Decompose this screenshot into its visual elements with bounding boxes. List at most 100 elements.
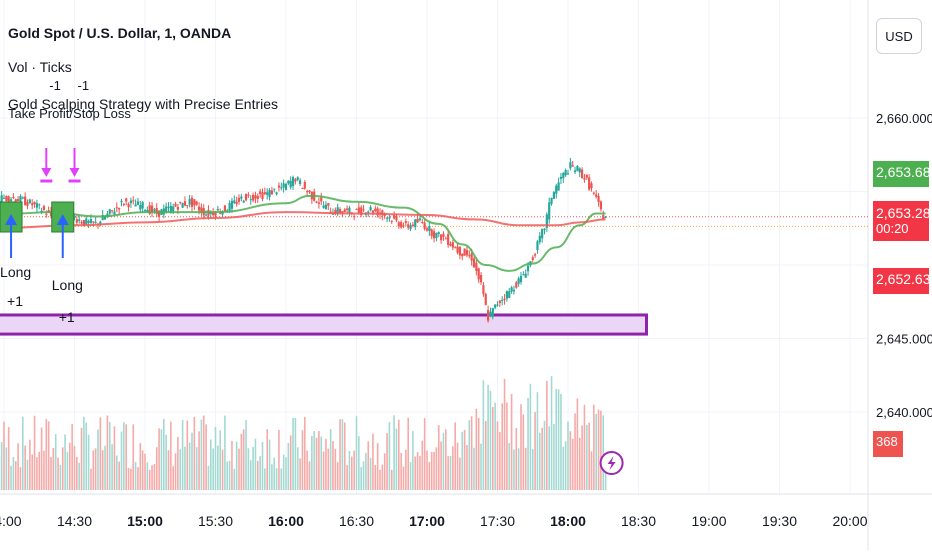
candle-body: [339, 209, 341, 213]
candle-body: [597, 196, 599, 202]
candle-body: [452, 242, 454, 248]
volume-bar: [311, 436, 313, 490]
candle-body: [125, 198, 127, 201]
volume-bar: [147, 462, 149, 490]
candle-body: [588, 177, 590, 189]
volume-bar: [196, 447, 198, 490]
volume-bar: [64, 434, 66, 490]
volume-bar: [76, 457, 78, 490]
candle-body: [480, 275, 482, 282]
volume-bar: [187, 421, 189, 490]
candle-body: [236, 202, 238, 204]
volume-bar: [252, 447, 254, 490]
volume-bar: [264, 468, 266, 490]
candle-body: [31, 203, 33, 205]
x-tick-label: 19:00: [691, 513, 726, 529]
volume-bar: [109, 422, 111, 490]
candle-body: [581, 170, 583, 178]
volume-bar: [250, 460, 252, 490]
volume-bar: [504, 379, 506, 490]
volume-bar: [429, 462, 431, 490]
candle-body: [435, 233, 437, 238]
candle-body: [579, 168, 581, 172]
candle-body: [320, 197, 322, 201]
volume-bar: [210, 439, 212, 490]
volume-bar: [107, 416, 109, 490]
volume-bar: [78, 463, 80, 490]
candle-body: [492, 308, 494, 317]
candle-body: [191, 198, 193, 207]
candle-body: [261, 193, 263, 200]
volume-bar: [151, 465, 153, 490]
candle-body: [405, 221, 407, 223]
volume-bar: [541, 428, 543, 490]
volume-bar: [412, 431, 414, 490]
candle-body: [130, 201, 132, 203]
candle-body: [174, 204, 176, 207]
candle-body: [153, 209, 155, 210]
volume-bar: [241, 434, 243, 490]
volume-bar: [483, 380, 485, 490]
candle-body: [250, 199, 252, 200]
volume-bar: [224, 416, 226, 490]
candle-body: [506, 291, 508, 298]
exit-label: -1: [78, 78, 90, 93]
candle-body: [179, 202, 181, 203]
candle-body: [553, 192, 555, 199]
volume-bar: [349, 451, 351, 490]
y-tick-label: 2,640.000: [876, 405, 932, 420]
candle-body: [482, 285, 484, 294]
candle-body: [252, 195, 254, 201]
candle-body: [266, 192, 268, 195]
volume-bar: [248, 448, 250, 490]
volume-bar: [316, 438, 318, 490]
volume-bar: [85, 423, 87, 490]
volume-bar: [71, 424, 73, 490]
volume-bar: [480, 444, 482, 490]
volume-bar: [90, 469, 92, 490]
volume-bar: [372, 434, 374, 490]
volume-bar: [111, 444, 113, 490]
candle-body: [306, 191, 308, 192]
candle-body: [76, 219, 78, 222]
volume-bar: [309, 461, 311, 490]
strategy-label[interactable]: Gold Scalping Strategy with Precise Entr…: [8, 96, 278, 112]
x-tick-label: 19:30: [762, 513, 797, 529]
x-tick-label: 18:00: [550, 513, 586, 529]
volume-bar: [574, 413, 576, 490]
volume-bar: [10, 466, 12, 490]
candle-body: [78, 219, 80, 220]
candle-body: [428, 226, 430, 231]
volume-indicator-label[interactable]: Vol · Ticks: [8, 59, 72, 75]
volume-bar: [337, 462, 339, 490]
volume-bar: [205, 424, 207, 490]
candle-body: [515, 282, 517, 287]
volume-bar: [158, 428, 160, 490]
candle-body: [142, 202, 144, 208]
candle-body: [139, 205, 141, 209]
x-tick-label: 17:00: [409, 513, 445, 529]
candle-body: [88, 221, 90, 223]
volume-bar: [81, 428, 83, 490]
volume-bar: [179, 449, 181, 490]
volume-bar: [17, 443, 19, 490]
volume-bar: [278, 430, 280, 490]
chart-title[interactable]: Gold Spot / U.S. Dollar, 1, OANDA: [8, 25, 231, 41]
currency-button[interactable]: USD: [876, 18, 922, 54]
volume-bar: [50, 457, 52, 490]
candle-body: [346, 209, 348, 210]
candle-body: [532, 257, 534, 260]
volume-bar: [532, 449, 534, 490]
volume-bar: [15, 461, 17, 490]
volume-bar: [501, 403, 503, 490]
volume-bar: [60, 465, 62, 490]
volume-bar: [384, 453, 386, 490]
candle-body: [386, 218, 388, 219]
candle-body: [5, 196, 7, 201]
candle-body: [257, 196, 259, 199]
exit-label: -1: [49, 78, 61, 93]
volume-bar: [116, 455, 118, 490]
candle-body: [184, 201, 186, 205]
